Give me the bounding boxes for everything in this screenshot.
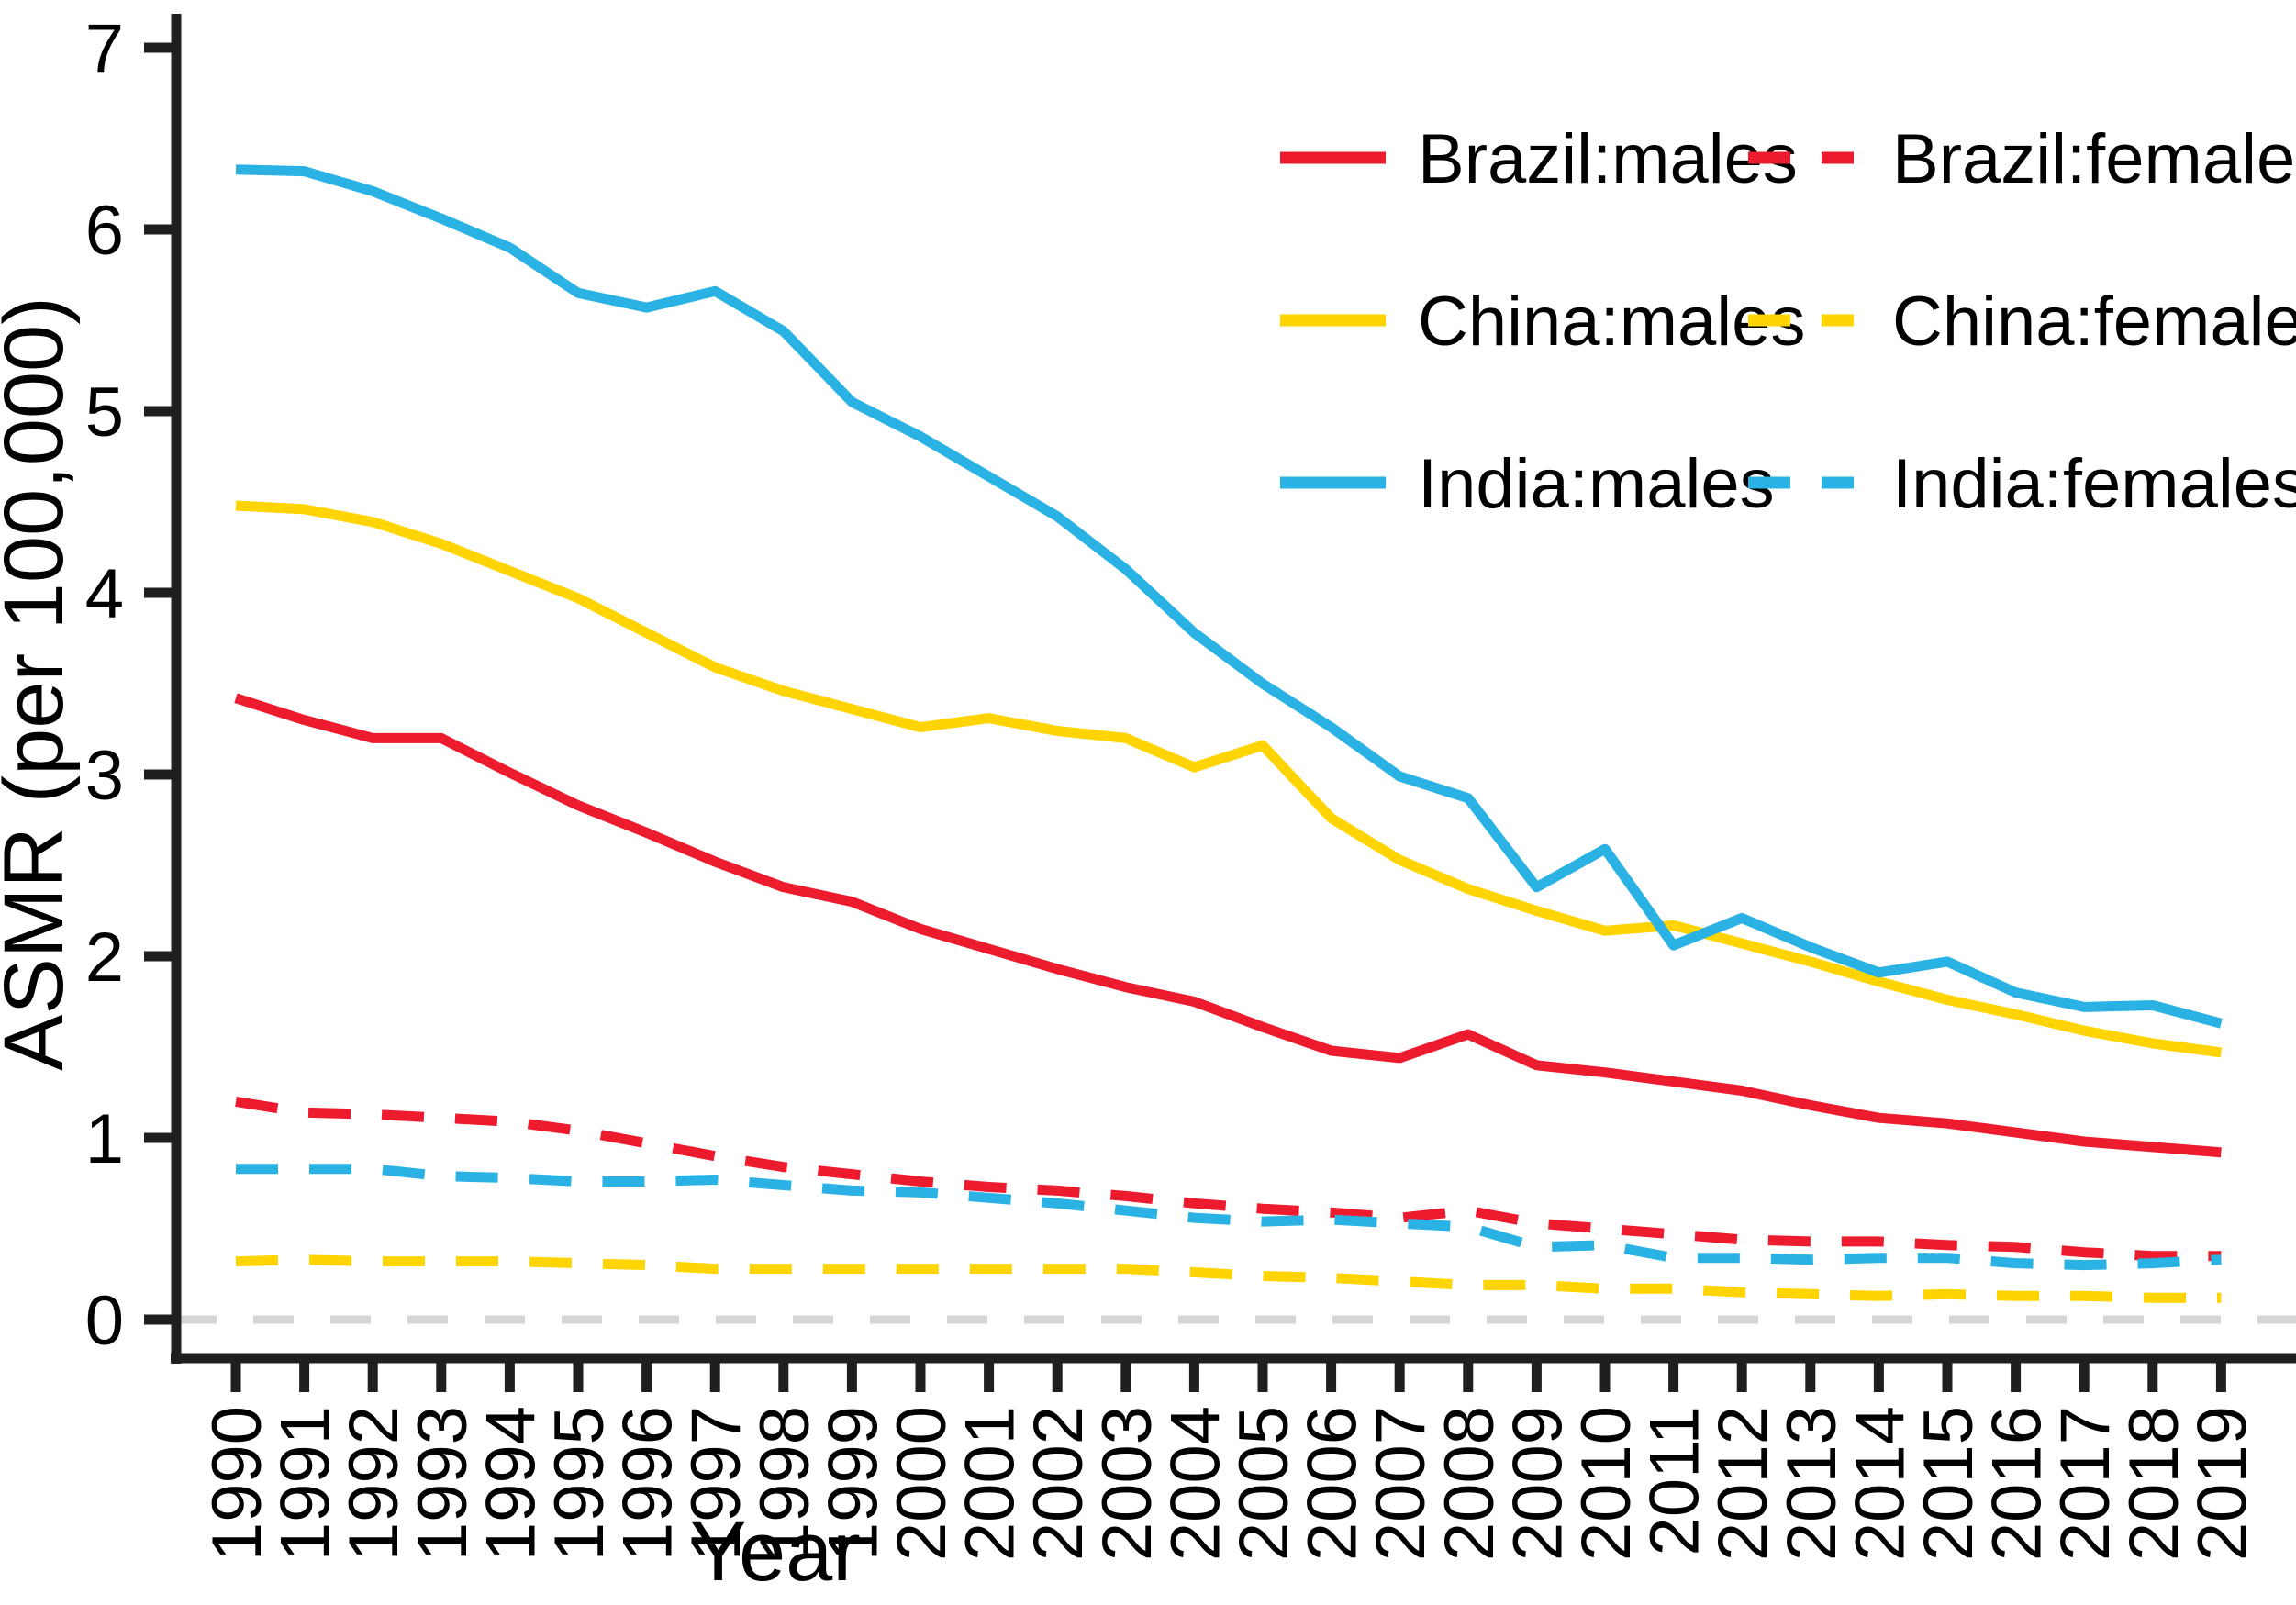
x-tick-label-1998: 1998	[746, 1406, 824, 1561]
y-tick-label-3: 3	[85, 737, 124, 815]
x-tick-label-2006: 2006	[1294, 1406, 1372, 1561]
y-tick-label-1: 1	[85, 1100, 124, 1178]
series-line-brazil-males	[234, 693, 2222, 1158]
x-tick-label-2011: 2011	[1636, 1406, 1714, 1555]
x-tick-label-1996: 1996	[609, 1406, 687, 1561]
x-tick-label-2013: 2013	[1773, 1406, 1851, 1561]
series-line-india-males	[235, 164, 2223, 1029]
series-line-india-females	[236, 1164, 2222, 1271]
x-tick-label-2010: 2010	[1567, 1406, 1645, 1561]
y-axis-title: ASMR (per 100,000)	[0, 296, 81, 1071]
x-tick-label-2002: 2002	[1020, 1406, 1098, 1561]
x-tick-label-1995: 1995	[541, 1406, 619, 1561]
legend-label-china-females: China:females	[1892, 283, 2296, 361]
x-tick-label-2004: 2004	[1156, 1406, 1234, 1561]
x-tick-label-2014: 2014	[1841, 1406, 1919, 1561]
x-tick-label-2001: 2001	[952, 1406, 1030, 1561]
x-tick-label-2003: 2003	[1088, 1406, 1166, 1561]
y-tick-label-2: 2	[85, 919, 124, 997]
plot-area: 0 1 2 3 4 5 6 7 19901991199219931994199519961997…	[85, 10, 2296, 1561]
x-tick-label-2018: 2018	[2115, 1406, 2193, 1561]
y-tick-label-0: 0	[85, 1282, 124, 1360]
x-tick-label-1994: 1994	[472, 1406, 550, 1561]
x-tick-label-2015: 2015	[1910, 1406, 1988, 1561]
x-tick-label-2008: 2008	[1431, 1406, 1509, 1561]
x-tick-label-2009: 2009	[1499, 1406, 1577, 1561]
x-tick-label-2019: 2019	[2183, 1406, 2261, 1561]
legend-label-india-males: India:males	[1418, 445, 1775, 523]
y-tick-label-4: 4	[85, 555, 124, 633]
x-axis-title: Year	[690, 1505, 861, 1599]
x-tick-label-2000: 2000	[883, 1406, 961, 1561]
legend-label-china-males: China:males	[1418, 283, 1805, 361]
legend-label-brazil-females: Brazil:females	[1892, 120, 2296, 198]
series-line-china-males	[235, 500, 2223, 1058]
x-tick-label-2005: 2005	[1225, 1406, 1303, 1561]
x-tick-label-1990: 1990	[198, 1406, 276, 1561]
x-tick-label-1999: 1999	[814, 1406, 892, 1561]
x-tick-label-1993: 1993	[404, 1406, 482, 1561]
series-line-brazil-females	[235, 1096, 2222, 1262]
x-tick-label-2007: 2007	[1362, 1406, 1440, 1561]
x-tick-label-1991: 1991	[267, 1406, 345, 1561]
legend-label-india-females: India:females	[1892, 445, 2296, 523]
series-line-china-females	[235, 1254, 2222, 1303]
legend-label-brazil-males: Brazil:males	[1418, 120, 1798, 198]
x-tick-label-2017: 2017	[2046, 1406, 2124, 1561]
y-tick-label-5: 5	[85, 373, 124, 451]
x-tick-label-1997: 1997	[677, 1406, 755, 1561]
y-tick-label-6: 6	[85, 192, 124, 270]
x-tick-label-2012: 2012	[1704, 1406, 1782, 1561]
x-tick-label-1992: 1992	[335, 1406, 413, 1561]
x-tick-label-2016: 2016	[1978, 1406, 2056, 1561]
y-tick-label-7: 7	[85, 10, 124, 88]
